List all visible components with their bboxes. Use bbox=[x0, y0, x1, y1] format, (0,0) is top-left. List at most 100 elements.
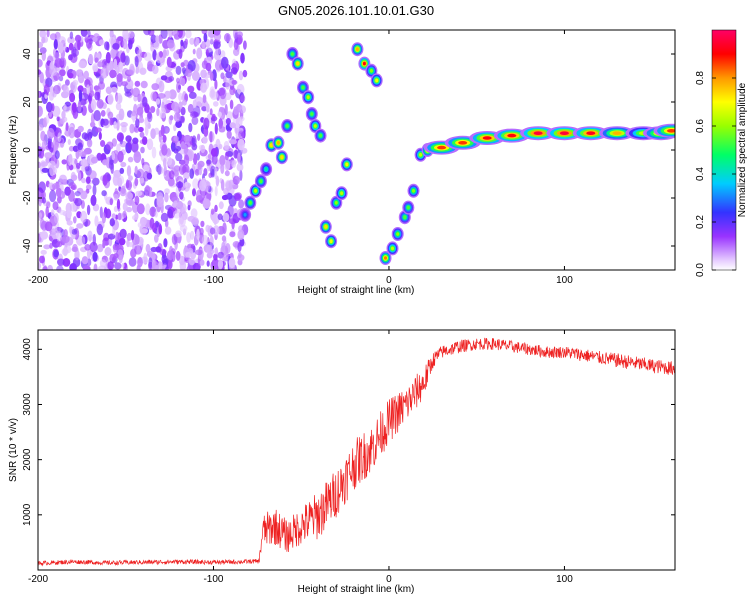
noise-speckle bbox=[167, 157, 173, 166]
noise-speckle bbox=[87, 230, 93, 242]
noise-speckle bbox=[97, 243, 104, 253]
noise-speckle bbox=[67, 139, 71, 145]
noise-speckle bbox=[185, 251, 192, 258]
noise-speckle bbox=[119, 167, 125, 174]
spectrogram-y-ticks: -40 -20 0 20 40 bbox=[22, 48, 675, 253]
noise-speckle bbox=[178, 101, 183, 110]
colorbar-gradient bbox=[712, 30, 736, 270]
colorbar-label: Normalized spectral amplitude bbox=[737, 82, 748, 217]
noise-speckle bbox=[168, 89, 177, 100]
noise-speckle bbox=[51, 183, 60, 190]
ridge-blob bbox=[310, 112, 314, 116]
noise-speckle bbox=[110, 86, 118, 93]
ridge-blob bbox=[391, 246, 394, 251]
noise-speckle bbox=[68, 126, 76, 139]
noise-speckle bbox=[38, 262, 42, 270]
noise-speckle bbox=[51, 229, 59, 240]
noise-speckle bbox=[217, 213, 223, 221]
noise-speckle bbox=[178, 164, 187, 176]
noise-speckle bbox=[101, 190, 107, 197]
noise-speckle bbox=[45, 157, 51, 164]
noise-speckle bbox=[54, 57, 63, 68]
noise-speckle bbox=[95, 72, 100, 79]
noise-speckle bbox=[220, 163, 225, 174]
noise-speckle bbox=[61, 159, 67, 165]
noise-speckle bbox=[181, 99, 187, 106]
noise-speckle bbox=[205, 62, 212, 72]
noise-speckle bbox=[178, 92, 183, 102]
noise-speckle bbox=[56, 241, 63, 248]
noise-speckle bbox=[138, 117, 145, 124]
noise-speckle bbox=[171, 233, 178, 245]
snr-panel: -200 -100 0 100 1000 2000 3000 4000 Height of … bbox=[8, 329, 676, 595]
noise-speckle bbox=[128, 257, 137, 267]
noise-speckle bbox=[116, 73, 123, 83]
noise-speckle bbox=[183, 144, 188, 155]
noise-speckle bbox=[69, 226, 73, 234]
noise-speckle bbox=[185, 30, 192, 39]
noise-speckle bbox=[73, 216, 77, 224]
noise-speckle bbox=[74, 249, 80, 261]
noise-speckle bbox=[221, 194, 229, 201]
noise-speckle bbox=[39, 218, 45, 230]
noise-speckle bbox=[68, 145, 75, 152]
noise-speckle bbox=[94, 91, 100, 101]
noise-speckle bbox=[109, 117, 114, 126]
noise-speckle bbox=[237, 229, 245, 241]
noise-speckle bbox=[45, 114, 50, 124]
noise-speckle bbox=[231, 79, 237, 85]
noise-speckle bbox=[43, 83, 50, 95]
noise-speckle bbox=[72, 79, 79, 86]
noise-speckle bbox=[140, 80, 148, 89]
noise-speckle bbox=[115, 231, 119, 243]
noise-speckle bbox=[134, 80, 141, 87]
noise-speckle bbox=[77, 142, 83, 151]
noise-speckle bbox=[40, 130, 46, 142]
noise-speckle bbox=[217, 251, 225, 259]
noise-speckle bbox=[236, 36, 242, 45]
noise-speckle bbox=[122, 210, 127, 218]
noise-speckle bbox=[86, 38, 92, 49]
snr-y-tick-label: 1000 bbox=[22, 503, 33, 526]
noise-speckle bbox=[233, 106, 239, 116]
noise-speckle bbox=[229, 86, 236, 96]
noise-speckle bbox=[96, 99, 104, 109]
noise-speckle bbox=[146, 138, 154, 151]
noise-speckle bbox=[238, 199, 245, 209]
noise-speckle bbox=[130, 230, 135, 241]
noise-speckle bbox=[103, 232, 110, 242]
noise-speckle bbox=[147, 112, 153, 123]
noise-speckle bbox=[63, 246, 68, 257]
noise-speckle bbox=[94, 57, 99, 63]
noise-speckle bbox=[72, 243, 78, 252]
noise-speckle bbox=[63, 104, 67, 111]
noise-speckle bbox=[221, 241, 226, 251]
noise-speckle bbox=[56, 116, 60, 122]
noise-speckle bbox=[77, 101, 82, 113]
noise-speckle bbox=[128, 30, 135, 39]
noise-speckle bbox=[38, 255, 45, 264]
noise-speckle bbox=[71, 49, 79, 57]
ridge-blob bbox=[384, 256, 387, 260]
noise-speckle bbox=[220, 179, 225, 191]
colorbar-tick-label: 0.8 bbox=[695, 71, 706, 85]
noise-speckle bbox=[213, 41, 221, 49]
ridge-blob bbox=[285, 124, 289, 128]
noise-speckle bbox=[186, 232, 192, 243]
ridge-blob bbox=[375, 78, 379, 83]
noise-speckle bbox=[209, 227, 216, 235]
noise-speckle bbox=[200, 220, 205, 228]
noise-speckle bbox=[167, 39, 175, 49]
spectrogram-y-tick-label: 0 bbox=[22, 147, 33, 153]
noise-speckle bbox=[170, 141, 176, 152]
noise-speckle bbox=[237, 152, 241, 164]
noise-speckle bbox=[204, 72, 212, 78]
noise-speckle bbox=[126, 165, 132, 177]
noise-speckle bbox=[187, 60, 196, 72]
noise-speckle bbox=[224, 170, 230, 177]
noise-speckle bbox=[112, 174, 120, 186]
noise-speckle bbox=[233, 47, 240, 57]
noise-speckle bbox=[192, 178, 200, 190]
noise-speckle bbox=[86, 138, 93, 148]
noise-speckle bbox=[219, 155, 226, 166]
